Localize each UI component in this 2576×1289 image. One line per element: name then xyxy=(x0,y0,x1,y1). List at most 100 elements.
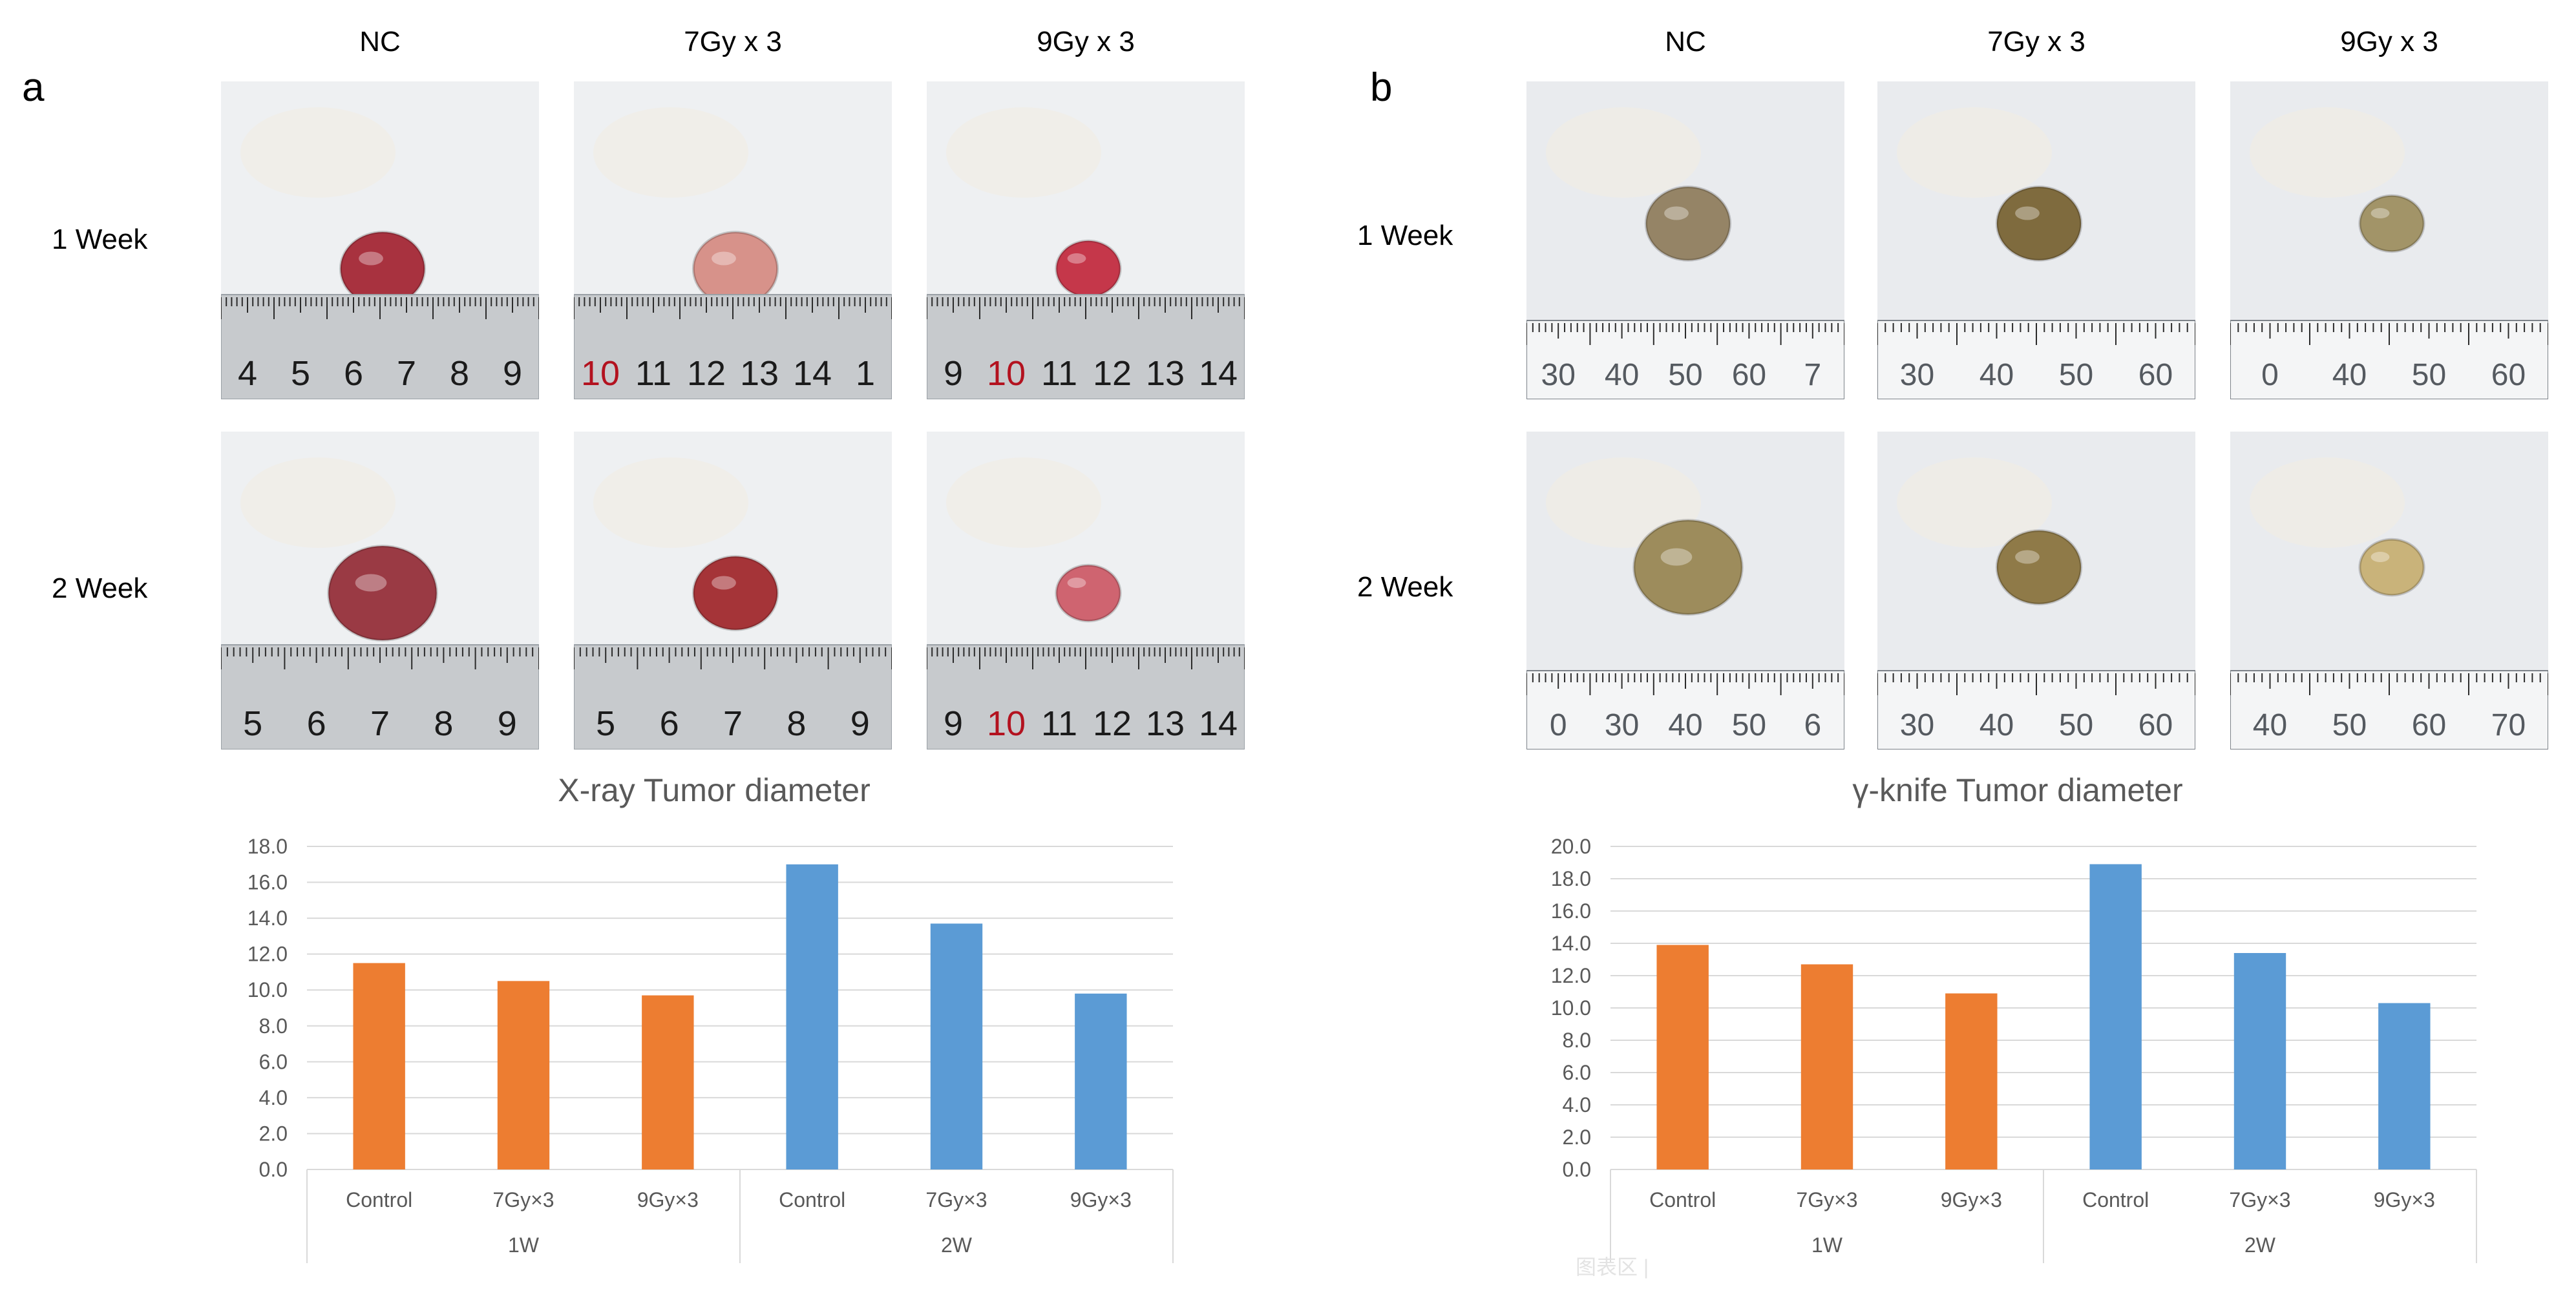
ruler-label: 7 xyxy=(723,704,743,743)
photo-canvas: 10 11 12 13 14 1 xyxy=(574,81,892,399)
category-label: 9Gy×3 xyxy=(1070,1188,1132,1211)
y-tick-label: 12.0 xyxy=(248,943,288,966)
gamma-knife-tumor-chart: γ-knife Tumor diameter 0.0 2.0 4.0 6.0 8.0 10.… xyxy=(1551,772,2477,1263)
tumor-sample xyxy=(692,555,779,631)
ruler-label: 30 xyxy=(1605,708,1639,742)
y-tick-label: 18.0 xyxy=(1551,867,1591,890)
ruler-label: 60 xyxy=(2138,708,2173,742)
tumor-sample xyxy=(2358,538,2425,597)
chart-title: X-ray Tumor diameter xyxy=(558,772,870,808)
category-label: Control xyxy=(346,1188,412,1211)
ruler-label: 5 xyxy=(596,704,615,743)
ruler-label: 7 xyxy=(370,704,390,743)
ruler-label: 12 xyxy=(1093,354,1132,393)
ruler-label: 11 xyxy=(1041,704,1077,743)
category-label: 7Gy×3 xyxy=(925,1188,987,1211)
tumor-photo: 9 10 11 12 13 14 xyxy=(927,81,1245,399)
bar xyxy=(1800,964,1853,1169)
y-tick-label: 0.0 xyxy=(259,1158,288,1181)
ruler-label: 9 xyxy=(503,354,522,393)
column-header-nc: NC xyxy=(1665,26,1706,58)
ruler-label: 40 xyxy=(2253,708,2287,742)
ruler-label: 70 xyxy=(2491,708,2526,742)
tumor-photo: 30 40 50 60 xyxy=(1877,81,2195,399)
ruler-label: 7 xyxy=(397,354,416,393)
ruler-label: 30 xyxy=(1900,358,1934,392)
bar xyxy=(786,864,838,1169)
tumor-sample xyxy=(327,545,438,642)
ruler-label: 9 xyxy=(850,704,870,743)
y-tick-label: 0.0 xyxy=(1563,1158,1591,1181)
ruler-label: 8 xyxy=(450,354,469,393)
bar xyxy=(353,963,405,1169)
ruler-label: 10 xyxy=(581,354,620,393)
ruler-label: 8 xyxy=(787,704,806,743)
ruler-label: 30 xyxy=(1541,358,1576,392)
tumor-highlight xyxy=(355,574,387,592)
ruler-label: 60 xyxy=(2138,358,2173,392)
tumor-photo: 30 40 50 60 7 xyxy=(1526,81,1844,399)
tumor-photo: 40 50 60 70 xyxy=(2230,432,2548,749)
bar xyxy=(1945,993,1998,1169)
backdrop-stain xyxy=(1546,457,1701,548)
ruler-label: 6 xyxy=(344,354,363,393)
ruler-label: 14 xyxy=(793,354,832,393)
ruler-label: 10 xyxy=(987,704,1026,743)
row-label-week-2: 2 Week xyxy=(52,572,148,604)
y-tick-label: 8.0 xyxy=(259,1014,288,1038)
y-tick-label: 2.0 xyxy=(1563,1126,1591,1149)
ruler-label: 50 xyxy=(1668,358,1702,392)
ruler-label: 9 xyxy=(944,354,963,393)
ruler-label: 50 xyxy=(2059,358,2093,392)
panel-letter: a xyxy=(22,65,45,110)
tumor-highlight xyxy=(1660,548,1693,566)
photo-canvas: 0 30 40 50 6 xyxy=(1526,432,1844,749)
photo-canvas: 40 50 60 70 xyxy=(2230,432,2548,749)
ruler-label: 40 xyxy=(1980,358,2014,392)
ruler-label: 13 xyxy=(1146,704,1185,743)
photo-canvas: 30 40 50 60 xyxy=(1877,81,2195,399)
tumor-sample xyxy=(1644,185,1732,262)
category-label: Control xyxy=(779,1188,845,1211)
photo-canvas: 5 6 7 8 9 xyxy=(574,432,892,749)
tumor-highlight xyxy=(712,251,736,266)
xray-tumor-chart: X-ray Tumor diameter 0.0 2.0 4.0 6.0 8.0 10.0 1… xyxy=(248,772,1174,1263)
bar xyxy=(2089,864,2142,1169)
column-header-9gy: 9Gy x 3 xyxy=(1037,26,1135,58)
y-tick-label: 8.0 xyxy=(1563,1029,1591,1052)
ruler-label: 60 xyxy=(1732,358,1766,392)
backdrop-stain xyxy=(2250,457,2405,548)
tumor-photo: 0 40 50 60 xyxy=(2230,81,2548,399)
tumor-sample xyxy=(1995,529,2083,605)
watermark-text: 图表区 | xyxy=(1576,1255,1649,1279)
category-label: 7Gy×3 xyxy=(2229,1188,2290,1211)
tumor-highlight xyxy=(712,576,736,590)
photo-canvas: 30 40 50 60 7 xyxy=(1526,81,1844,399)
row-label-week-1: 1 Week xyxy=(1357,220,1453,251)
y-tick-label: 16.0 xyxy=(1551,899,1591,923)
backdrop-stain xyxy=(593,107,748,198)
tumor-sample xyxy=(1055,563,1122,623)
backdrop-stain xyxy=(240,107,396,198)
bar xyxy=(930,923,983,1169)
tumor-highlight xyxy=(359,251,383,266)
category-label: 7Gy×3 xyxy=(1796,1188,1857,1211)
tumor-highlight xyxy=(2015,550,2040,564)
tumor-highlight xyxy=(2370,208,2390,218)
ruler-label: 7 xyxy=(1804,358,1821,392)
tumor-highlight xyxy=(1067,578,1086,588)
ruler-label: 5 xyxy=(291,354,310,393)
tumor-sample xyxy=(1632,519,1744,616)
backdrop-stain xyxy=(1546,107,1701,198)
y-tick-label: 10.0 xyxy=(248,978,288,1001)
backdrop-stain xyxy=(946,107,1101,198)
ruler-label: 60 xyxy=(2491,358,2526,392)
photo-canvas: 0 40 50 60 xyxy=(2230,81,2548,399)
category-label: 7Gy×3 xyxy=(492,1188,554,1211)
backdrop-stain xyxy=(593,457,748,548)
group-label: 2W xyxy=(2244,1233,2276,1257)
y-tick-label: 16.0 xyxy=(248,871,288,894)
category-label: 9Gy×3 xyxy=(1941,1188,2002,1211)
tumor-photo: 9 10 11 12 13 14 xyxy=(927,432,1245,749)
